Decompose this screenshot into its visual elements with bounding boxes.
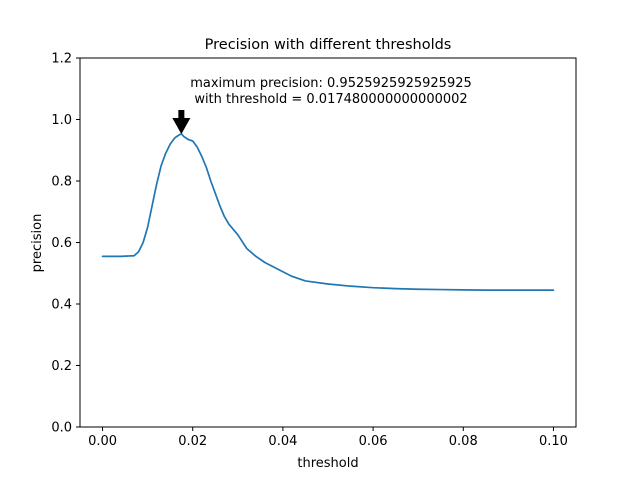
plot-area <box>101 133 555 292</box>
y-tick-label: 1.0 <box>51 113 72 128</box>
y-tick-label: 0.4 <box>51 298 72 313</box>
axis-ticks: 0.00 0.02 0.04 0.06 0.08 0.10 0.0 0.2 0.4 0.6 0.8 1… <box>51 52 568 450</box>
chart-title: Precision with different thresholds <box>205 37 452 53</box>
annotation-line-1: maximum precision: 0.9525925925925925 <box>190 76 472 91</box>
y-tick-label: 0.2 <box>51 359 72 374</box>
x-axis-label: threshold <box>297 456 358 471</box>
y-tick-label: 0.8 <box>51 175 72 190</box>
annotation-arrow-head <box>172 118 191 135</box>
x-tick-label: 0.04 <box>268 434 297 449</box>
y-tick-label: 0.6 <box>51 236 72 251</box>
x-tick-label: 0.06 <box>359 434 388 449</box>
y-tick-label: 0.0 <box>51 421 72 436</box>
y-axis-label: precision <box>30 214 45 273</box>
annotation-line-2: with threshold = 0.017480000000000002 <box>194 92 467 107</box>
x-tick-label: 0.00 <box>88 434 117 449</box>
y-tick-label: 1.2 <box>51 52 72 67</box>
x-tick-label: 0.10 <box>539 434 568 449</box>
x-tick-label: 0.08 <box>449 434 478 449</box>
x-tick-label: 0.02 <box>178 434 207 449</box>
annotation-arrow-shaft <box>178 110 185 118</box>
series-line-0 <box>101 133 555 292</box>
max-annotation: maximum precision: 0.9525925925925925 wi… <box>172 76 472 135</box>
